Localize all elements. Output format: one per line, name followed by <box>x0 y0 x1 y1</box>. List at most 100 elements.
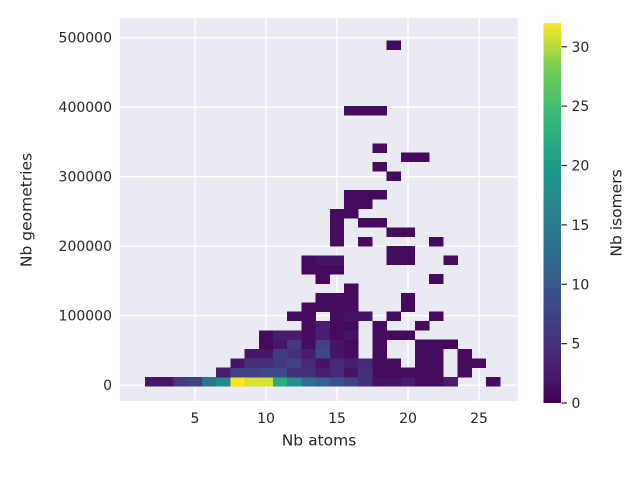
heatmap-cell <box>386 40 401 50</box>
heatmap-cell <box>471 358 487 368</box>
heatmap-cell <box>386 367 401 378</box>
heatmap-cell <box>386 227 401 237</box>
heatmap-cell <box>344 339 359 350</box>
heatmap-cell <box>429 311 444 322</box>
heatmap-cell <box>258 358 274 368</box>
heatmap-cell <box>344 208 359 219</box>
heatmap-cell <box>429 367 444 378</box>
heatmap-cell <box>486 377 501 387</box>
heatmap-cell <box>386 377 401 387</box>
heatmap-cell <box>372 349 387 359</box>
colorbar-tick-label: 10 <box>572 277 590 293</box>
heatmap-cell <box>415 367 430 378</box>
heatmap-cell <box>230 358 245 368</box>
heatmap-cell <box>400 330 416 340</box>
heatmap-cell <box>429 274 444 284</box>
heatmap-cell <box>372 190 387 200</box>
colorbar-tick-label: 30 <box>572 40 590 56</box>
heatmap-cell <box>329 349 345 359</box>
heatmap-cell <box>344 320 359 331</box>
heatmap-cell <box>287 377 302 387</box>
heatmap-cell <box>187 377 203 387</box>
heatmap-cell <box>329 292 345 303</box>
heatmap-cell <box>287 339 302 350</box>
heatmap-cell <box>400 246 416 256</box>
heatmap-cell <box>315 264 330 275</box>
heatmap-cell <box>301 377 316 387</box>
heatmap-cell <box>344 292 359 303</box>
heatmap-cell <box>358 236 373 247</box>
x-tick-label: 15 <box>328 411 346 427</box>
x-tick-label: 20 <box>399 411 417 427</box>
heatmap-cell <box>173 377 188 387</box>
heatmap-cell <box>315 330 330 340</box>
heatmap-cell <box>258 377 274 387</box>
colorbar <box>543 23 561 403</box>
heatmap-cell <box>415 358 430 368</box>
heatmap-cell <box>358 311 373 322</box>
heatmap-cell <box>372 339 387 350</box>
heatmap-cell <box>287 330 302 340</box>
y-tick-label: 200000 <box>59 239 112 255</box>
y-tick-label: 100000 <box>59 309 112 325</box>
heatmap-cell <box>400 302 416 312</box>
heatmap-cell <box>315 274 330 284</box>
colorbar-tick-label: 0 <box>572 396 581 412</box>
heatmap-cell <box>344 358 359 368</box>
x-tick-label: 25 <box>470 411 488 427</box>
heatmap-cell <box>301 311 316 322</box>
heatmap-cell <box>344 349 359 359</box>
heatmap-cell <box>344 283 359 294</box>
heatmap-cell <box>372 143 387 153</box>
heatmap-cell <box>457 358 472 368</box>
heatmap-cell <box>301 302 316 312</box>
heatmap-cell <box>344 190 359 200</box>
heatmap-cell <box>344 302 359 312</box>
heatmap-cell <box>301 330 316 340</box>
heatmap-cell <box>400 255 416 266</box>
heatmap-cell <box>230 367 245 378</box>
heatmap-cell <box>315 377 330 387</box>
heatmap-cell <box>329 377 345 387</box>
heatmap-cell <box>329 339 345 350</box>
heatmap-cell <box>358 358 373 368</box>
heatmap-cell <box>344 199 359 209</box>
heatmap-cell <box>329 367 345 378</box>
heatmap-cell <box>358 190 373 200</box>
colorbar-label: Nb isomers <box>607 169 626 257</box>
y-tick-label: 500000 <box>59 31 112 47</box>
heatmap-cell <box>358 218 373 228</box>
heatmap-cell <box>273 358 288 368</box>
heatmap-cell <box>372 358 387 368</box>
heatmap-cell <box>301 264 316 275</box>
y-axis-label: Nb geometries <box>17 152 36 268</box>
colorbar-tick-label: 20 <box>572 159 590 175</box>
heatmap-cell <box>386 171 401 181</box>
heatmap-cell <box>329 236 345 247</box>
heatmap-cell <box>329 208 345 219</box>
heatmap-cell <box>415 152 430 163</box>
heatmap-cell <box>315 255 330 266</box>
heatmap-cell <box>344 311 359 322</box>
heatmap-cell <box>372 162 387 172</box>
heatmap-cell <box>273 330 288 340</box>
heatmap-cell <box>315 349 330 359</box>
y-tick-label: 400000 <box>59 100 112 116</box>
heatmap-cell <box>415 320 430 331</box>
heatmap-cell <box>429 349 444 359</box>
heatmap-cell <box>400 227 416 237</box>
heatmap-cell <box>358 377 373 387</box>
heatmap-cell <box>372 330 387 340</box>
heatmap-cell <box>244 349 259 359</box>
heatmap-cell <box>358 199 373 209</box>
heatmap-cell <box>329 218 345 228</box>
heatmap-cell <box>287 358 302 368</box>
heatmap-cell <box>258 367 274 378</box>
heatmap-cell <box>287 311 302 322</box>
heatmap-cell <box>273 339 288 350</box>
heatmap-cell <box>145 377 160 387</box>
x-tick-label: 5 <box>191 411 200 427</box>
heatmap-cell <box>443 377 458 387</box>
